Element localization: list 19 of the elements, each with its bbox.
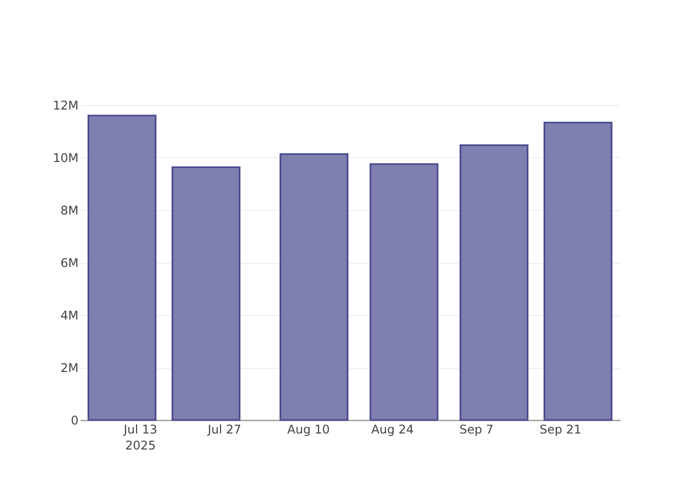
x-tick-label: Jul 13 2025: [122, 422, 158, 452]
x-tick-label: Aug 24: [371, 422, 414, 436]
bar: [460, 144, 528, 421]
y-tick-label: 12M: [52, 98, 78, 112]
y-tick-label: 6M: [60, 256, 78, 270]
y-tick-label: 2M: [60, 361, 78, 375]
x-tick-label: Sep 21: [540, 422, 582, 436]
bar: [544, 122, 612, 421]
x-tick-label: Aug 10: [287, 422, 330, 436]
bar: [280, 153, 348, 421]
x-tick-label: Jul 27: [206, 422, 242, 436]
y-tick-label: 0: [70, 414, 78, 428]
y-tick-label: 4M: [60, 308, 78, 322]
bar: [88, 114, 156, 421]
bar: [172, 166, 240, 421]
y-tick-label: 10M: [52, 151, 78, 165]
y-tick-label: 8M: [60, 204, 78, 218]
bar: [370, 163, 438, 421]
x-tick-label: Sep 7: [459, 422, 494, 436]
